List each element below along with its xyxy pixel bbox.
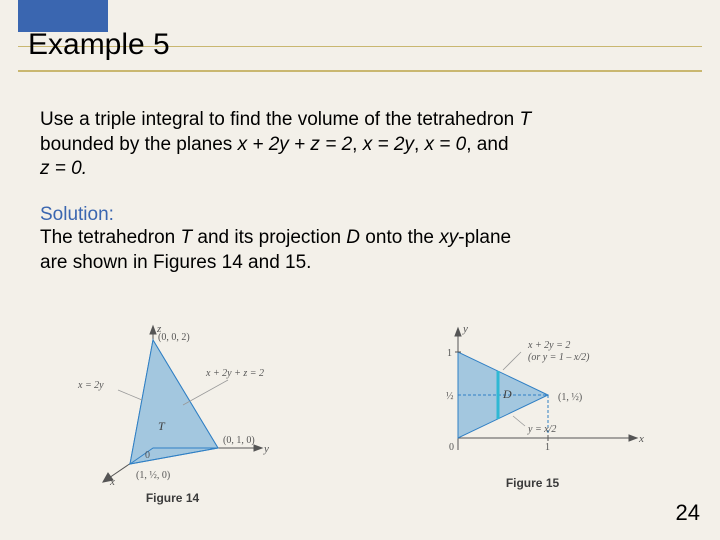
equation: x = 2y bbox=[363, 134, 414, 155]
page-number: 24 bbox=[676, 500, 700, 526]
equation-label: (or y = 1 – x/2) bbox=[528, 352, 590, 363]
content: Use a triple integral to find the volume… bbox=[40, 108, 680, 275]
point-label: (0, 0, 2) bbox=[158, 332, 190, 343]
equation: x = 0 bbox=[425, 134, 467, 155]
text: are shown in Figures 14 and 15. bbox=[40, 252, 311, 273]
origin-label: 0 bbox=[449, 442, 454, 453]
equation-label: x + 2y = 2 bbox=[527, 340, 570, 351]
equation-label: x = 2y bbox=[77, 380, 104, 391]
point-label: (0, 1, 0) bbox=[223, 435, 255, 446]
text: -plane bbox=[458, 227, 511, 248]
axis-label: z bbox=[156, 323, 162, 335]
axis-label: x bbox=[109, 476, 115, 485]
var-T: T bbox=[180, 227, 192, 248]
figure-15: y x 1 ½ 1 0 x + 2y = 2 (or y = 1 – x/2) … bbox=[403, 320, 663, 490]
equation: x + 2y + z = 2 bbox=[238, 134, 353, 155]
axis-label: y bbox=[263, 443, 269, 455]
text: and its projection bbox=[192, 227, 346, 248]
figure-15-svg: y x 1 ½ 1 0 x + 2y = 2 (or y = 1 – x/2) … bbox=[403, 320, 663, 470]
figure-14-label: Figure 14 bbox=[146, 491, 199, 505]
equation-label: y = x/2 bbox=[527, 424, 556, 435]
text: , and bbox=[466, 134, 508, 155]
axis-label: x bbox=[638, 433, 644, 445]
axis-label: y bbox=[462, 323, 468, 335]
tick-label: 1 bbox=[545, 442, 550, 453]
var-T: T bbox=[520, 109, 532, 130]
solution-text: The tetrahedron T and its projection D o… bbox=[40, 226, 680, 275]
problem-text: Use a triple integral to find the volume… bbox=[40, 108, 680, 182]
header-rule-bottom bbox=[18, 70, 702, 72]
equation-label: x + 2y + z = 2 bbox=[205, 368, 264, 379]
figure-14-svg: (0, 0, 2) x = 2y x + 2y + z = 2 (0, 1, 0… bbox=[58, 320, 288, 485]
point-label: (1, ½) bbox=[558, 392, 582, 403]
text: bounded by the planes bbox=[40, 134, 238, 155]
point-label: (1, ½, 0) bbox=[136, 470, 170, 481]
region-label: D bbox=[502, 387, 512, 401]
var-xy: xy bbox=[439, 227, 458, 248]
equation: z = 0. bbox=[40, 158, 87, 179]
page-title: Example 5 bbox=[28, 28, 170, 62]
tick-label: 1 bbox=[447, 348, 452, 359]
figures-row: (0, 0, 2) x = 2y x + 2y + z = 2 (0, 1, 0… bbox=[0, 320, 720, 505]
solution-label: Solution: bbox=[40, 204, 680, 226]
text: The tetrahedron bbox=[40, 227, 180, 248]
text: Use a triple integral to find the volume… bbox=[40, 109, 514, 130]
origin-label: 0 bbox=[145, 450, 150, 461]
figure-15-label: Figure 15 bbox=[506, 476, 559, 490]
var-D: D bbox=[346, 227, 360, 248]
text: onto the bbox=[360, 227, 439, 248]
tick-label: ½ bbox=[446, 391, 454, 402]
figure-14: (0, 0, 2) x = 2y x + 2y + z = 2 (0, 1, 0… bbox=[58, 320, 288, 505]
